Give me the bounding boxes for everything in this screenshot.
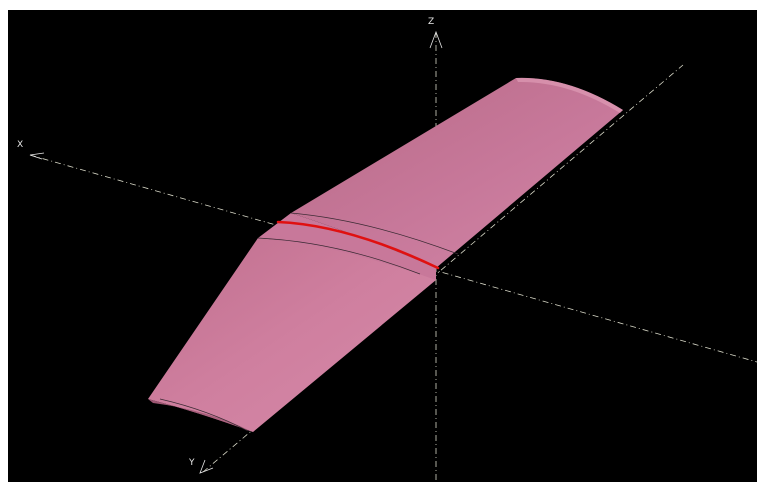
y-axis-label: Y — [189, 458, 195, 468]
3d-viewport[interactable]: Z X Y — [8, 10, 757, 482]
highlighted-section-curve[interactable] — [276, 220, 440, 270]
y-axis-arrow-icon — [199, 459, 214, 474]
wing-root-cap — [148, 399, 253, 432]
x-axis-label: X — [17, 140, 24, 150]
wing-edges — [159, 212, 459, 432]
wing-outer-section[interactable] — [291, 77, 623, 268]
x-axis-arrow-icon — [29, 152, 45, 160]
wing-inner-section[interactable] — [148, 238, 436, 432]
wing-kink-band — [258, 213, 436, 280]
wing-tip-cap — [516, 77, 623, 113]
scene-svg — [29, 30, 757, 482]
z-axis-arrow-icon — [429, 30, 443, 49]
axis-arrows — [29, 30, 443, 474]
wing-model[interactable] — [148, 77, 623, 432]
z-axis-label: Z — [428, 17, 435, 27]
